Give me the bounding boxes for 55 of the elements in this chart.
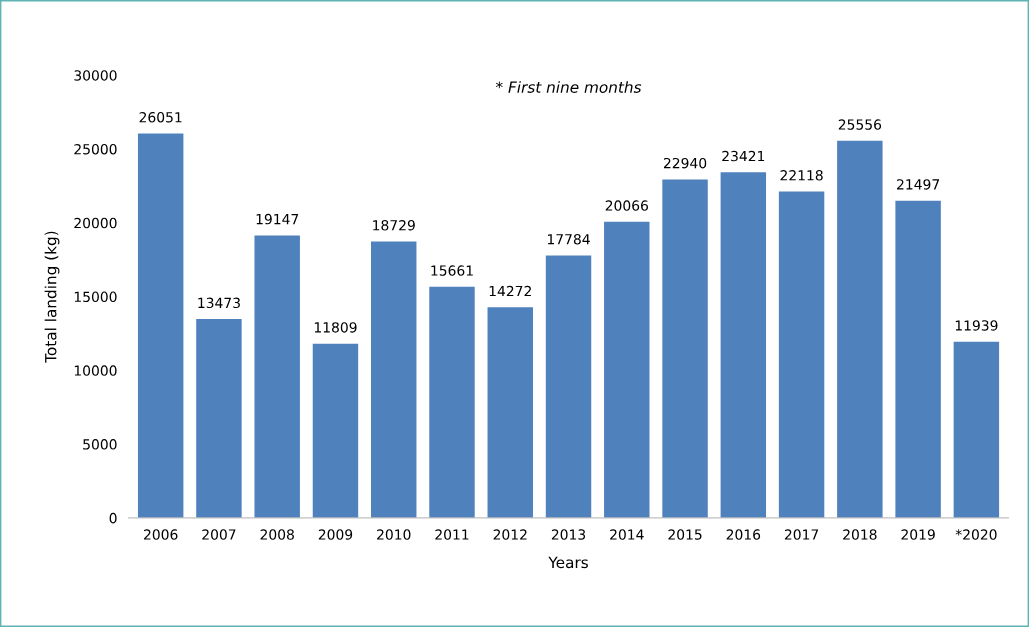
bar (895, 200, 941, 518)
bar (604, 221, 650, 518)
y-tick-label: 25000 (74, 143, 117, 155)
x-tick-label: 2016 (726, 529, 761, 540)
bar (778, 191, 825, 518)
bar (837, 140, 883, 518)
x-tick-label: 2013 (551, 529, 586, 540)
data-label: 25556 (838, 119, 882, 130)
x-tick-label: 2009 (318, 529, 353, 540)
y-tick-label: 15000 (74, 291, 117, 303)
data-label: 21497 (897, 179, 940, 190)
y-axis-title: Total landing (kg) (44, 231, 60, 363)
data-label: 26051 (139, 111, 182, 123)
data-label: 17784 (547, 233, 590, 245)
x-tick-label: 2014 (610, 529, 644, 540)
x-axis-title: Years (548, 556, 588, 569)
data-label: 19147 (256, 213, 299, 225)
y-tick-label: 10000 (74, 365, 117, 376)
y-tick-label: 20000 (74, 217, 117, 229)
bar (487, 307, 533, 518)
x-tick-label: 2007 (202, 529, 236, 540)
x-tick-label: 2018 (843, 529, 877, 540)
data-label: 18729 (373, 220, 415, 231)
data-label: 15661 (431, 265, 473, 276)
data-label: 13473 (198, 297, 240, 309)
bar (953, 341, 1000, 518)
bar (720, 172, 767, 518)
data-label: 11939 (955, 320, 998, 331)
bar (545, 255, 592, 518)
bar (312, 343, 359, 518)
x-tick-label: 2019 (901, 529, 935, 540)
bar (196, 319, 242, 518)
annotation: * First nine months (495, 81, 642, 93)
bar (662, 179, 708, 518)
x-tick-label: 2006 (144, 529, 178, 540)
x-tick-label: 2011 (435, 529, 469, 540)
y-tick-label: 30000 (74, 70, 117, 81)
x-tick-label: *2020 (955, 529, 997, 540)
data-label: 20066 (605, 200, 648, 211)
x-tick-label: 2010 (377, 529, 411, 540)
bar (137, 133, 184, 518)
bar (429, 286, 475, 518)
data-label: 22940 (663, 157, 707, 169)
data-label: 11809 (314, 322, 357, 333)
bar (254, 235, 300, 518)
x-tick-label: 2008 (260, 529, 294, 540)
x-tick-label: 2012 (493, 529, 527, 540)
x-tick-label: 2015 (668, 529, 702, 540)
data-label: 14272 (489, 285, 531, 297)
data-label: 23421 (722, 150, 765, 162)
y-tick-label: 0 (109, 512, 117, 524)
bar (371, 241, 417, 518)
data-label: 22118 (780, 170, 823, 181)
y-tick-label: 5000 (83, 439, 117, 450)
x-tick-label: 2017 (784, 529, 819, 540)
